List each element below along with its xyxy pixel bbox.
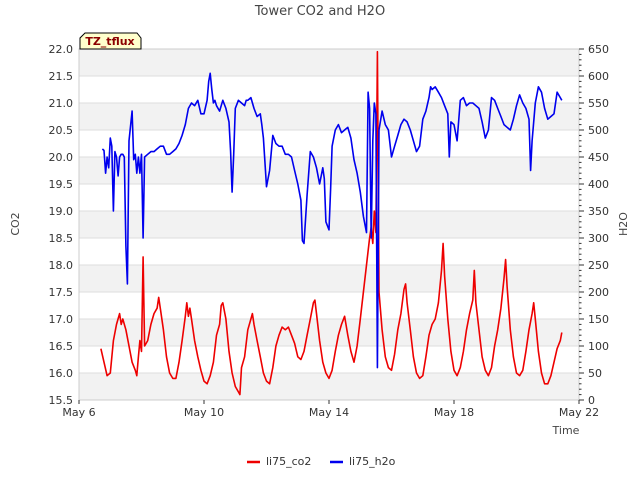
badge-shape: [79, 32, 142, 50]
x-tick-label: May 18: [434, 406, 474, 419]
background-band: [79, 49, 579, 76]
y-tick-label-left: 20.5: [49, 124, 74, 137]
y-tick-label-right: 200: [588, 286, 609, 299]
y-tick-label-left: 15.5: [49, 394, 74, 407]
y-tick-label-right: 400: [588, 178, 609, 191]
y-tick-label-left: 16.5: [49, 340, 74, 353]
background-band: [79, 103, 579, 130]
background-band: [79, 157, 579, 184]
y-tick-label-left: 18.5: [49, 232, 74, 245]
y-tick-label-left: 19.5: [49, 178, 74, 191]
y-tick-label-left: 21.0: [49, 97, 74, 110]
y-tick-label-left: 22.0: [49, 43, 74, 56]
x-tick-label: May 10: [184, 406, 224, 419]
y-tick-label-right: 650: [588, 43, 609, 56]
y-tick-label-left: 17.0: [49, 313, 74, 326]
x-axis-label: Time: [552, 424, 580, 437]
chart-title: Tower CO2 and H2O: [254, 4, 385, 19]
y-tick-label-left: 16.0: [49, 367, 74, 380]
y-tick-label-left: 18.0: [49, 259, 74, 272]
chart-badge: TZ_tflux: [79, 32, 142, 50]
y-tick-label-right: 500: [588, 124, 609, 137]
legend-label-co2: li75_co2: [266, 455, 311, 468]
legend-label-h2o: li75_h2o: [349, 455, 396, 468]
y-tick-label-right: 100: [588, 340, 609, 353]
y-tick-label-right: 300: [588, 232, 609, 245]
y-tick-label-right: 450: [588, 151, 609, 164]
y-tick-label-left: 20.0: [49, 151, 74, 164]
axes-layer: 15.5 16.0 16.5 17.0 17.5 18.0 18.5 19.0 19.5 20.0…: [49, 43, 610, 419]
y-tick-label-right: 350: [588, 205, 609, 218]
y-tick-label-right: 250: [588, 259, 609, 272]
y-tick-label-left: 19.0: [49, 205, 74, 218]
background-band: [79, 319, 579, 346]
y-tick-label-right: 50: [588, 367, 602, 380]
y-tick-label-right: 0: [588, 394, 595, 407]
y-tick-label-right: 150: [588, 313, 609, 326]
series-line-li75_co2: [100, 50, 563, 396]
y-tick-label-left: 21.5: [49, 70, 74, 83]
y-tick-label-right: 600: [588, 70, 609, 83]
badge-label: TZ_tflux: [85, 35, 134, 48]
x-tick-label: May 6: [62, 406, 95, 419]
y-axis-label-left: CO2: [9, 212, 22, 235]
y-axis-label-right: H2O: [617, 212, 630, 236]
y-tick-label-left: 17.5: [49, 286, 74, 299]
y-tick-label-right: 550: [588, 97, 609, 110]
x-tick-label: May 22: [559, 406, 599, 419]
series-line-li75_h2o: [101, 72, 563, 369]
x-tick-label: May 14: [309, 406, 349, 419]
series-layer: [100, 50, 563, 396]
background-band: [79, 265, 579, 292]
legend: li75_co2 li75_h2o: [247, 455, 396, 468]
